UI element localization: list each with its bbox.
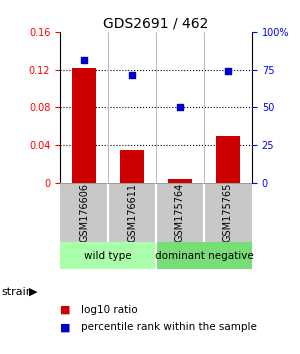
Text: strain: strain [2, 287, 33, 297]
Text: ■: ■ [60, 322, 70, 332]
Text: GSM175764: GSM175764 [175, 183, 185, 242]
Text: log10 ratio: log10 ratio [81, 305, 138, 315]
Point [130, 72, 134, 78]
Text: percentile rank within the sample: percentile rank within the sample [81, 322, 257, 332]
Bar [156, 242, 252, 269]
Bar [60, 242, 156, 269]
Bar [120, 150, 144, 183]
Bar [216, 136, 240, 183]
Text: wild type: wild type [84, 251, 132, 261]
Bar [168, 179, 192, 183]
Text: ▶: ▶ [29, 287, 38, 297]
Title: GDS2691 / 462: GDS2691 / 462 [103, 17, 209, 31]
Point [226, 68, 230, 74]
Bar [72, 68, 96, 183]
Text: GSM176606: GSM176606 [79, 183, 89, 242]
Text: ■: ■ [60, 305, 70, 315]
Text: GSM175765: GSM175765 [223, 183, 233, 242]
Point [178, 104, 182, 109]
Point [82, 57, 86, 63]
Text: dominant negative: dominant negative [154, 251, 254, 261]
Text: GSM176611: GSM176611 [127, 183, 137, 242]
